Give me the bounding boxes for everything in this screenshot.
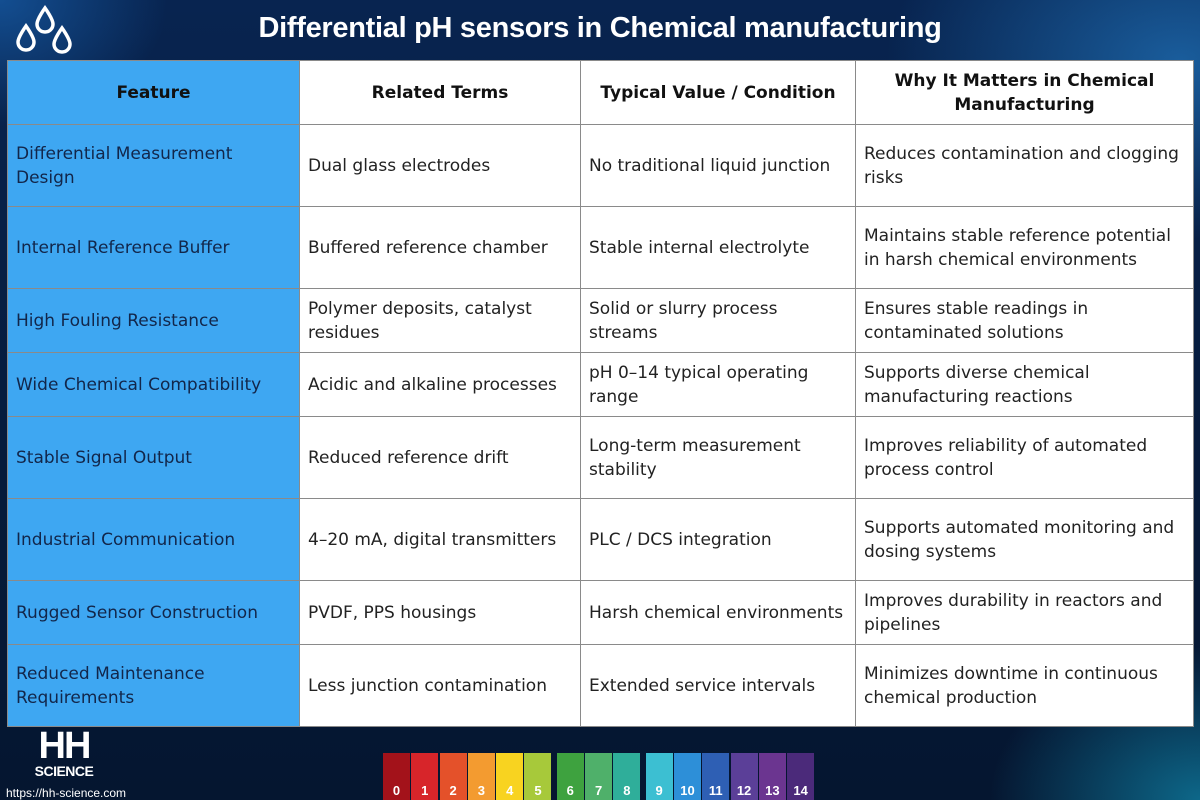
table-row: Stable Signal Output Reduced reference d… <box>7 416 1194 499</box>
related-terms-cell: Acidic and alkaline processes <box>299 352 581 417</box>
header-feature: Feature <box>7 60 300 125</box>
ph-scale-cell-1: 1 <box>411 753 439 800</box>
table-row: Rugged Sensor Construction PVDF, PPS hou… <box>7 580 1194 645</box>
related-terms-cell: Less junction contamination <box>299 644 581 727</box>
table-row: High Fouling Resistance Polymer deposits… <box>7 288 1194 353</box>
typical-value-cell: Extended service intervals <box>580 644 856 727</box>
why-it-matters-cell: Supports automated monitoring and dosing… <box>855 498 1194 581</box>
feature-cell: Differential Measurement Design <box>7 124 300 207</box>
table-row: Wide Chemical Compatibility Acidic and a… <box>7 352 1194 417</box>
feature-cell: Rugged Sensor Construction <box>7 580 300 645</box>
typical-value-cell: PLC / DCS integration <box>580 498 856 581</box>
related-terms-cell: 4–20 mA, digital transmitters <box>299 498 581 581</box>
table-header-row: Feature Related Terms Typical Value / Co… <box>7 60 1194 125</box>
ph-scale-cell-9: 9 <box>645 753 673 800</box>
feature-cell: Reduced Maintenance Requirements <box>7 644 300 727</box>
table-row: Differential Measurement Design Dual gla… <box>7 124 1194 207</box>
why-it-matters-cell: Supports diverse chemical manufacturing … <box>855 352 1194 417</box>
logo-text-hh: HH <box>38 725 92 767</box>
header-why-it-matters: Why It Matters in Chemical Manufacturing <box>855 60 1194 125</box>
ph-scale-cell-5: 5 <box>524 753 552 800</box>
related-terms-cell: PVDF, PPS housings <box>299 580 581 645</box>
ph-scale-bar: 0 1 2 3 4 5 6 7 8 9 10 11 12 13 14 <box>383 753 815 800</box>
table-row: Reduced Maintenance Requirements Less ju… <box>7 644 1194 727</box>
logo-text-science: SCIENCE <box>34 763 94 779</box>
ph-scale-cell-12: 12 <box>730 753 758 800</box>
feature-cell: Stable Signal Output <box>7 416 300 499</box>
ph-scale-cell-8: 8 <box>613 753 641 800</box>
related-terms-cell: Buffered reference chamber <box>299 206 581 289</box>
ph-scale-cell-14: 14 <box>787 753 815 800</box>
related-terms-cell: Polymer deposits, catalyst residues <box>299 288 581 353</box>
typical-value-cell: Solid or slurry process streams <box>580 288 856 353</box>
why-it-matters-cell: Improves durability in reactors and pipe… <box>855 580 1194 645</box>
ph-scale-cell-2: 2 <box>439 753 467 800</box>
related-terms-cell: Reduced reference drift <box>299 416 581 499</box>
ph-scale-cell-11: 11 <box>702 753 730 800</box>
related-terms-cell: Dual glass electrodes <box>299 124 581 207</box>
table-row: Industrial Communication 4–20 mA, digita… <box>7 498 1194 581</box>
ph-scale-cell-4: 4 <box>496 753 524 800</box>
website-url[interactable]: https://hh-science.com <box>6 786 127 800</box>
ph-scale-cell-6: 6 <box>556 753 584 800</box>
typical-value-cell: No traditional liquid junction <box>580 124 856 207</box>
table-row: Internal Reference Buffer Buffered refer… <box>7 206 1194 289</box>
header-related-terms: Related Terms <box>299 60 581 125</box>
why-it-matters-cell: Improves reliability of automated proces… <box>855 416 1194 499</box>
water-drops-icon <box>16 5 72 54</box>
page-title: Differential pH sensors in Chemical manu… <box>258 12 942 44</box>
feature-cell: Industrial Communication <box>7 498 300 581</box>
why-it-matters-cell: Reduces contamination and clogging risks <box>855 124 1194 207</box>
typical-value-cell: Harsh chemical environments <box>580 580 856 645</box>
feature-table: Feature Related Terms Typical Value / Co… <box>7 60 1194 727</box>
feature-cell: Wide Chemical Compatibility <box>7 352 300 417</box>
feature-cell: High Fouling Resistance <box>7 288 300 353</box>
hh-science-logo: HH SCIENCE <box>28 725 100 779</box>
typical-value-cell: pH 0–14 typical operating range <box>580 352 856 417</box>
why-it-matters-cell: Minimizes downtime in continuous chemica… <box>855 644 1194 727</box>
ph-scale-cell-3: 3 <box>467 753 495 800</box>
why-it-matters-cell: Maintains stable reference potential in … <box>855 206 1194 289</box>
why-it-matters-cell: Ensures stable readings in contaminated … <box>855 288 1194 353</box>
typical-value-cell: Stable internal electrolyte <box>580 206 856 289</box>
ph-scale-cell-10: 10 <box>673 753 701 800</box>
typical-value-cell: Long-term measurement stability <box>580 416 856 499</box>
ph-scale-cell-7: 7 <box>585 753 613 800</box>
feature-cell: Internal Reference Buffer <box>7 206 300 289</box>
ph-scale-cell-0: 0 <box>383 753 410 800</box>
header-typical-value: Typical Value / Condition <box>580 60 856 125</box>
ph-scale-cell-13: 13 <box>758 753 786 800</box>
